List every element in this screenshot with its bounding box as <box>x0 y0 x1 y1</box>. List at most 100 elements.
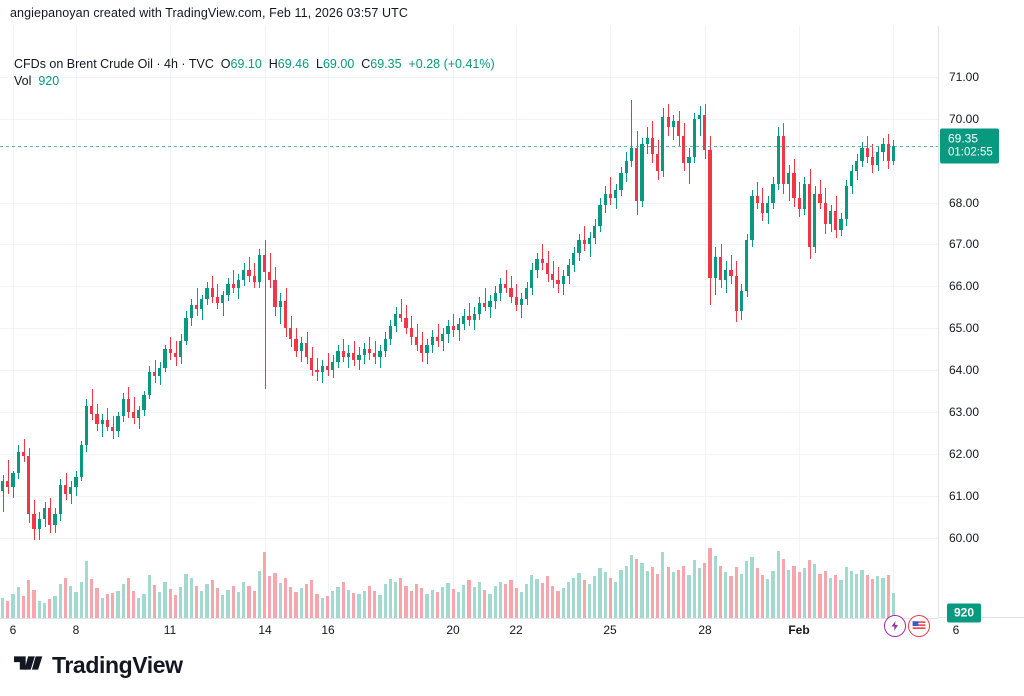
candle-body <box>729 269 733 276</box>
volume-bar <box>739 573 744 618</box>
chart-legend: CFDs on Brent Crude Oil · 4h · TVC O69.1… <box>14 56 495 90</box>
candle-body <box>645 137 649 144</box>
candle-wick <box>134 397 135 425</box>
candle-body <box>734 275 738 312</box>
volume-bar <box>891 593 896 618</box>
candle-body <box>771 183 775 203</box>
legend-interval[interactable]: 4h <box>164 57 178 71</box>
volume-value-badge[interactable]: 920 <box>947 603 982 623</box>
volume-bar <box>420 588 424 618</box>
volume-bar <box>147 574 151 618</box>
candle-body <box>32 514 36 530</box>
us-flag-icon[interactable] <box>908 615 930 637</box>
volume-bar <box>84 561 89 618</box>
volume-bar <box>21 595 26 618</box>
candle-body <box>577 240 581 253</box>
candle-wick <box>700 106 701 136</box>
volume-bar <box>451 588 455 618</box>
volume-bar <box>0 597 5 618</box>
attribution-text: angiepanoyan created with TradingView.co… <box>10 6 408 20</box>
candle-body <box>823 202 827 224</box>
time-axis-tick: 6 <box>9 623 17 637</box>
candle-wick <box>354 340 355 366</box>
time-axis-tick: 16 <box>321 623 335 637</box>
volume-bar <box>90 578 94 618</box>
candle-body <box>572 252 576 266</box>
legend-close-label: C <box>361 57 371 71</box>
time-axis-tick: 22 <box>509 623 523 637</box>
candle-body <box>236 280 241 289</box>
candle-body <box>661 116 665 172</box>
volume-bar <box>42 603 47 618</box>
candle-body <box>441 334 445 341</box>
legend-exchange: TVC <box>188 57 214 71</box>
volume-bar <box>797 572 801 618</box>
candle-body <box>58 485 62 515</box>
volume-bar <box>865 574 869 618</box>
legend-volume-row: Vol 920 <box>14 73 495 90</box>
volume-bar <box>886 574 890 618</box>
volume-bar <box>593 576 597 618</box>
lightning-bolt-icon[interactable] <box>884 615 906 637</box>
volume-bar <box>383 584 387 618</box>
grid-line-horizontal <box>0 453 938 455</box>
candle-body <box>614 190 618 199</box>
candle-body <box>676 120 681 136</box>
candle-body <box>111 426 115 431</box>
candle-body <box>666 116 670 128</box>
candle-wick <box>369 336 370 360</box>
candle-body <box>63 485 68 494</box>
volume-bar <box>394 582 398 618</box>
time-axis-tick: 28 <box>698 623 712 637</box>
volume-bar <box>278 583 282 618</box>
candle-body <box>865 148 869 157</box>
candle-wick <box>453 313 454 337</box>
volume-bar <box>787 569 791 618</box>
time-axis[interactable]: 6811141620222528Feb461012 <box>0 618 1024 644</box>
candle-body <box>48 508 52 525</box>
volume-bar <box>598 568 602 618</box>
volume-bar <box>556 590 560 618</box>
candle-body <box>435 336 440 341</box>
volume-bar <box>750 557 754 618</box>
candle-wick <box>107 407 108 431</box>
current-price-badge[interactable]: 69.35 01:02:55 <box>940 128 999 164</box>
price-axis[interactable]: 71.00 70.00 68.00 67.00 66.00 65.00 64.00 63.00… <box>938 26 1024 623</box>
candle-wick <box>485 288 486 312</box>
footer-branding: TradingView <box>14 652 183 679</box>
current-price-line <box>0 146 938 148</box>
volume-bar <box>839 580 843 618</box>
candle-body <box>430 336 434 345</box>
candle-wick <box>757 181 758 209</box>
volume-bar <box>603 572 607 618</box>
grid-line-vertical <box>516 26 517 618</box>
candle-body <box>90 405 94 414</box>
volume-bar <box>624 565 628 618</box>
volume-bar <box>205 583 209 618</box>
legend-symbol[interactable]: CFDs on Brent Crude Oil <box>14 57 153 71</box>
volume-bar <box>53 596 57 618</box>
candle-body <box>828 210 833 224</box>
candle-body <box>488 300 492 308</box>
candle-body <box>540 259 544 264</box>
candle-body <box>205 288 209 299</box>
volume-bar <box>813 564 817 618</box>
candle-body <box>498 284 503 293</box>
candle-wick <box>265 240 266 389</box>
volume-bar <box>373 591 377 618</box>
legend-low-label: L <box>316 57 323 71</box>
volume-bar <box>231 585 235 618</box>
chart-plot-area[interactable] <box>0 26 938 619</box>
candle-body <box>95 414 99 425</box>
volume-bar <box>776 550 780 618</box>
legend-volume-label[interactable]: Vol <box>14 74 32 88</box>
candle-body <box>173 353 178 358</box>
candle-body <box>462 315 466 324</box>
candle-body <box>587 238 592 245</box>
volume-bar <box>158 591 162 618</box>
candle-body <box>766 202 770 214</box>
candle-body <box>210 288 214 297</box>
candle-body <box>152 372 157 377</box>
candle-body <box>121 399 125 417</box>
volume-bar <box>142 593 146 618</box>
